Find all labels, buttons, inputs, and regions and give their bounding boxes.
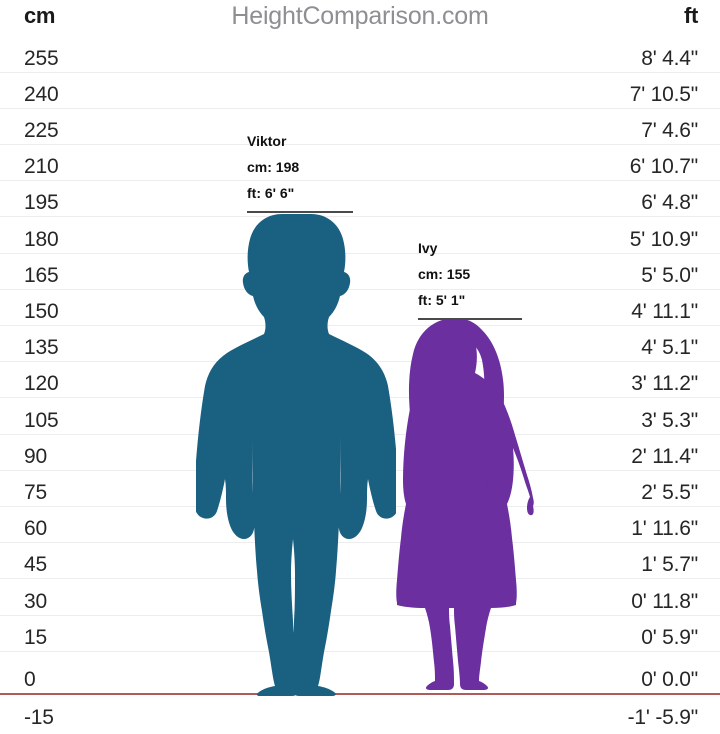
tick-label-cm: 90: [24, 445, 47, 468]
tick-label-cm: 195: [24, 191, 59, 214]
tick-label-cm: 165: [24, 264, 59, 287]
gridline: [0, 289, 720, 290]
tick-label-ft: 8' 4.4": [641, 47, 698, 70]
gridline: [0, 615, 720, 616]
callout-viktor[interactable]: Viktor cm: 198 ft: 6' 6": [247, 128, 299, 206]
tick-label-cm: 240: [24, 83, 59, 106]
tick-label-cm: 120: [24, 372, 59, 395]
gridline: [0, 542, 720, 543]
tick-label-ft: 4' 11.1": [631, 300, 698, 323]
gridline: [0, 144, 720, 145]
callout-ft-value: ft: 5' 1": [418, 292, 466, 308]
tick-label-ft: 3' 5.3": [641, 409, 698, 432]
tick-label-ft: -1' -5.9": [627, 706, 699, 729]
tick-label-cm: 45: [24, 553, 47, 576]
page-title: HeightComparison.com: [231, 2, 489, 30]
tick-label-ft: 0' 11.8": [631, 590, 698, 613]
tick-label-ft: 6' 10.7": [629, 155, 698, 178]
person-silhouette-ivy[interactable]: [394, 318, 534, 696]
tick-label-cm: 135: [24, 336, 59, 359]
height-marker-line-ivy: [418, 318, 522, 320]
tick-label-ft: 2' 5.5": [641, 481, 698, 504]
tick-label-ft: 1' 5.7": [641, 553, 698, 576]
tick-label-cm: 180: [24, 228, 59, 251]
tick-label-cm: 105: [24, 409, 59, 432]
tick-label-cm: -15: [24, 706, 54, 729]
tick-label-ft: 1' 11.6": [631, 517, 698, 540]
unit-label-cm: cm: [24, 3, 56, 28]
tick-label-ft: 3' 11.2": [631, 372, 698, 395]
gridline: [0, 216, 720, 217]
height-marker-line-viktor: [247, 211, 353, 213]
gridline: [0, 253, 720, 254]
tick-label-ft: 7' 4.6": [641, 119, 698, 142]
gridline: [0, 651, 720, 652]
tick-label-cm: 225: [24, 119, 59, 142]
tick-label-ft: 4' 5.1": [641, 336, 698, 359]
tick-label-ft: 6' 4.8": [641, 191, 698, 214]
gridline: [0, 108, 720, 109]
person-silhouette-viktor[interactable]: [196, 213, 396, 696]
tick-label-cm: 60: [24, 517, 47, 540]
tick-label-ft: 0' 5.9": [641, 626, 698, 649]
tick-label-cm: 210: [24, 155, 59, 178]
callout-ivy[interactable]: Ivy cm: 155 ft: 5' 1": [418, 235, 470, 313]
gridline: [0, 578, 720, 579]
baseline-zero: [0, 693, 720, 695]
tick-label-ft: 2' 11.4": [631, 445, 698, 468]
gridline: [0, 180, 720, 181]
tick-label-ft: 0' 0.0": [641, 668, 698, 691]
tick-label-cm: 255: [24, 47, 59, 70]
callout-cm-value: cm: 155: [418, 266, 471, 282]
callout-name: Viktor: [247, 133, 287, 149]
gridline: [0, 72, 720, 73]
tick-label-cm: 75: [24, 481, 47, 504]
tick-label-ft: 7' 10.5": [629, 83, 698, 106]
unit-label-ft: ft: [683, 3, 698, 28]
callout-ft-value: ft: 6' 6": [247, 185, 295, 201]
callout-cm-value: cm: 198: [247, 159, 300, 175]
callout-name: Ivy: [418, 240, 438, 256]
tick-label-ft: 5' 10.9": [629, 228, 698, 251]
tick-label-cm: 15: [24, 626, 47, 649]
tick-label-cm: 30: [24, 590, 47, 613]
tick-label-cm: 150: [24, 300, 59, 323]
tick-label-ft: 5' 5.0": [641, 264, 698, 287]
gridline: [0, 325, 720, 326]
tick-label-cm: 0: [24, 668, 36, 691]
